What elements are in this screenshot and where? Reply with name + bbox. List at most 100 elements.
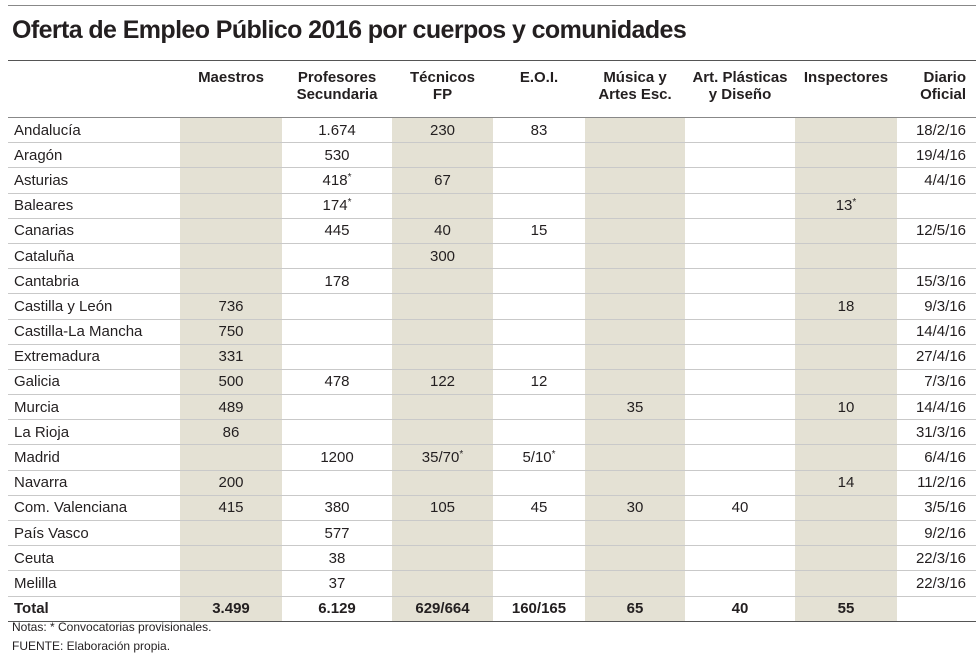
table-row: Canarias 445 40 15 12/5/16 — [8, 218, 976, 244]
cell — [685, 570, 795, 597]
cell: 15/3/16 — [897, 268, 976, 295]
cell — [685, 419, 795, 446]
cell-value: 27/4/16 — [915, 348, 966, 366]
cell — [795, 167, 897, 194]
cell: 7/3/16 — [897, 369, 976, 396]
header-line: FP — [432, 86, 453, 103]
note: Notas: * Convocatorias provisionales. — [12, 620, 212, 634]
cell: 13* — [795, 193, 897, 219]
row-label: Ceuta — [8, 545, 180, 572]
row-label: La Rioja — [8, 419, 180, 446]
header-line: E.O.I. — [519, 69, 559, 86]
cell — [493, 167, 585, 194]
cell — [685, 142, 795, 169]
column-header: Música y Artes Esc. — [585, 60, 685, 118]
header-line: Música y — [603, 69, 667, 86]
cell — [685, 470, 795, 496]
cell-value: 19/4/16 — [915, 146, 966, 164]
cell: 105 — [392, 495, 493, 522]
cell-value: 178 — [324, 272, 350, 290]
cell-value: 35 — [626, 398, 644, 416]
cell: 40 — [685, 495, 795, 522]
cell: 35/70* — [392, 444, 493, 471]
cell: 629/664 — [392, 595, 493, 622]
row-label: Extremadura — [8, 344, 180, 370]
cell-value: 9/2/16 — [924, 524, 966, 542]
cell-value: 489 — [218, 398, 244, 416]
table-row: Cataluña 300 — [8, 243, 976, 270]
table-row: Aragón 530 19/4/16 — [8, 142, 976, 169]
cell — [795, 520, 897, 547]
header-line: Inspectores — [803, 69, 889, 86]
cell-value: 9/3/16 — [924, 297, 966, 315]
cell: 12/5/16 — [897, 218, 976, 244]
cell — [493, 394, 585, 421]
cell-value: 18 — [837, 297, 855, 315]
column-header: Diario Oficial — [897, 60, 976, 118]
cell: 122 — [392, 369, 493, 396]
cell: 230 — [392, 117, 493, 144]
column-header: Profesores Secundaria — [282, 60, 392, 118]
cell — [493, 470, 585, 496]
cell — [685, 394, 795, 421]
cell — [897, 193, 976, 219]
cell-value: 15/3/16 — [915, 272, 966, 290]
cell-value: 13 — [835, 197, 853, 215]
cell — [585, 520, 685, 547]
cell-value: 530 — [324, 146, 350, 164]
row-label: Melilla — [8, 570, 180, 597]
table-row: Galicia 500 478 122 12 7/3/16 — [8, 369, 976, 396]
cell — [180, 243, 282, 270]
cell — [392, 570, 493, 597]
row-label: Andalucía — [8, 117, 180, 144]
cell-value: 500 — [218, 373, 244, 391]
cell — [493, 268, 585, 295]
cell — [795, 117, 897, 144]
cell-note: * — [347, 197, 352, 209]
cell: 40 — [392, 218, 493, 244]
cell-value: 65 — [626, 600, 644, 618]
cell-value: 3.499 — [212, 600, 250, 618]
cell — [392, 419, 493, 446]
cell-value: 174 — [322, 197, 348, 215]
column-header: Art. Plásticas y Diseño — [685, 60, 795, 118]
cell — [685, 268, 795, 295]
row-label: Canarias — [8, 218, 180, 244]
cell — [180, 570, 282, 597]
cell: 736 — [180, 293, 282, 320]
cell: 160/165 — [493, 595, 585, 622]
cell — [282, 394, 392, 421]
cell — [180, 545, 282, 572]
cell-value: 40 — [434, 222, 451, 240]
cell — [585, 470, 685, 496]
cell — [392, 344, 493, 370]
top-rule — [8, 5, 976, 6]
cell: 4/4/16 — [897, 167, 976, 194]
cell — [392, 268, 493, 295]
cell-value: 577 — [324, 524, 350, 542]
header-line: Técnicos — [409, 69, 476, 86]
cell: 750 — [180, 319, 282, 345]
cell-value: 12 — [530, 373, 548, 391]
cell: 5/10* — [493, 444, 585, 471]
row-label: Cataluña — [8, 243, 180, 270]
cell: 37 — [282, 570, 392, 597]
table-row: País Vasco 577 9/2/16 — [8, 520, 976, 547]
header-line: Artes Esc. — [598, 86, 672, 103]
cell — [897, 595, 976, 622]
cell — [585, 218, 685, 244]
cell — [392, 520, 493, 547]
column-header: Inspectores — [795, 60, 897, 118]
cell: 14/4/16 — [897, 319, 976, 345]
cell — [180, 444, 282, 471]
cell-value: 14 — [837, 474, 855, 492]
cell: 12 — [493, 369, 585, 396]
row-label: Navarra — [8, 470, 180, 496]
cell-value: 750 — [218, 323, 244, 341]
cell — [685, 319, 795, 345]
cell — [282, 344, 392, 370]
header-line: Oficial — [920, 86, 966, 103]
table-row: Com. Valenciana 415 380 105 45 30 40 3/5/16 — [8, 495, 976, 522]
cell — [795, 344, 897, 370]
cell: 67 — [392, 167, 493, 194]
